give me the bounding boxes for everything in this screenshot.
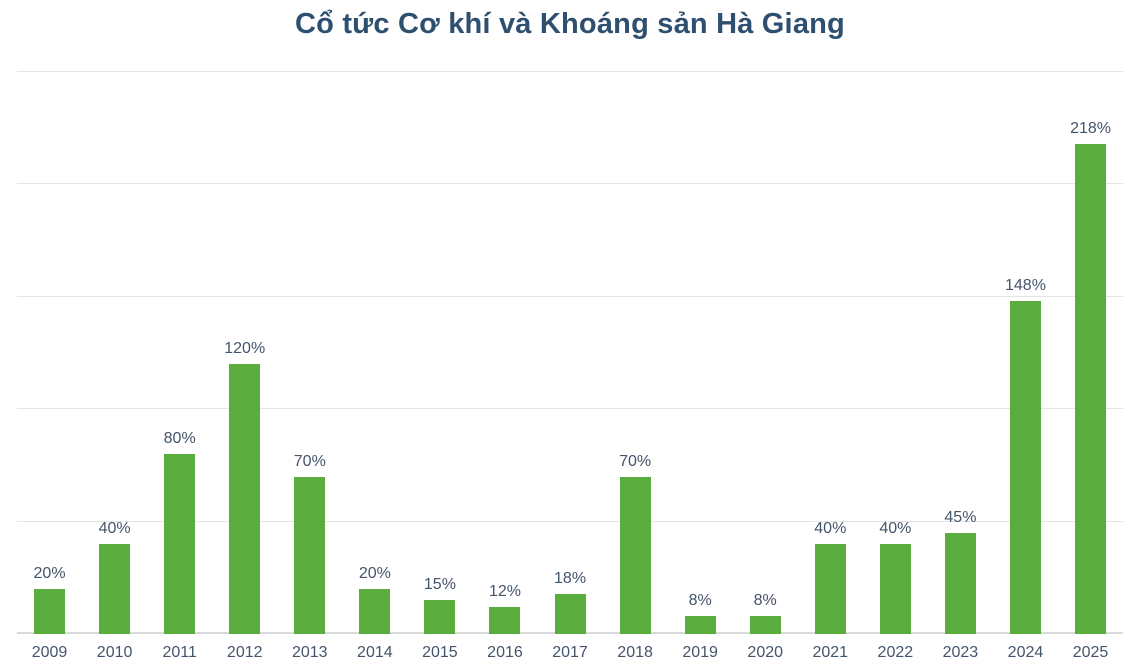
bar-column-2019: 8% xyxy=(668,72,733,634)
bar-2023 xyxy=(944,532,976,634)
value-label-2015: 15% xyxy=(423,576,456,594)
value-label-2023: 45% xyxy=(944,508,977,526)
bar-2010 xyxy=(99,544,131,634)
bar-2019 xyxy=(684,616,716,634)
bar-2020 xyxy=(749,616,781,634)
bar-column-2016: 12% xyxy=(472,72,537,634)
x-tick-label-2016: 2016 xyxy=(487,644,523,661)
x-tick-label-2011: 2011 xyxy=(162,644,197,661)
x-tick-label-2010: 2010 xyxy=(96,644,133,661)
bar-column-2014: 20% xyxy=(342,72,407,634)
bar-2009 xyxy=(34,589,66,634)
plot-area: 20% 40% 80% 120% 70% 20% 15% 12% 18% 70% 8% 8% 40% 40… xyxy=(17,71,1123,634)
value-label-2017: 18% xyxy=(554,569,587,587)
x-tick-label-2025: 2025 xyxy=(1072,644,1109,661)
value-label-2009: 20% xyxy=(33,565,66,583)
x-tick-label-2009: 2009 xyxy=(31,644,68,661)
bar-2012 xyxy=(229,364,261,634)
bar-column-2025: 218% xyxy=(1058,72,1123,634)
value-label-2024: 148% xyxy=(1005,277,1046,295)
bar-2015 xyxy=(424,600,456,634)
bar-2021 xyxy=(814,544,846,634)
bar-column-2015: 15% xyxy=(407,72,472,634)
value-label-2018: 70% xyxy=(619,452,652,470)
value-label-2022: 40% xyxy=(879,520,912,538)
x-tick-label-2024: 2024 xyxy=(1007,644,1044,661)
x-tick-label-2020: 2020 xyxy=(747,644,784,661)
x-tick-label-2022: 2022 xyxy=(877,644,914,661)
gridline xyxy=(17,71,1123,72)
bar-column-2009: 20% xyxy=(17,72,82,634)
x-tick-label-2013: 2013 xyxy=(291,644,328,661)
x-tick-label-2012: 2012 xyxy=(226,644,263,661)
x-tick-label-2017: 2017 xyxy=(552,644,588,661)
value-label-2011: 80% xyxy=(163,430,196,448)
bar-2024 xyxy=(1009,301,1041,634)
value-label-2021: 40% xyxy=(814,520,847,538)
value-label-2019: 8% xyxy=(688,592,712,610)
bar-column-2011: 80% xyxy=(147,72,212,634)
gridline xyxy=(17,295,1123,297)
value-label-2012: 120% xyxy=(224,340,266,358)
bar-column-2018: 70% xyxy=(603,72,668,634)
gridline xyxy=(17,183,1123,185)
value-label-2014: 20% xyxy=(358,565,391,583)
x-tick-label-2021: 2021 xyxy=(812,644,849,661)
value-label-2016: 12% xyxy=(488,583,521,601)
gridline xyxy=(17,520,1123,522)
bar-column-2012: 120% xyxy=(212,72,277,634)
bar-2018 xyxy=(619,476,651,634)
x-tick-label-2018: 2018 xyxy=(617,644,653,661)
value-label-2010: 40% xyxy=(98,520,131,538)
chart-title: Cổ tức Cơ khí và Khoáng sản Hà Giang xyxy=(295,8,845,40)
bar-column-2017: 18% xyxy=(538,72,603,634)
bar-column-2022: 40% xyxy=(863,72,928,634)
bar-2013 xyxy=(294,476,326,634)
x-axis: 2009 2010 2011 2012 2013 2014 2015 2016 2017 2018… xyxy=(17,644,1123,662)
bar-2016 xyxy=(489,607,521,634)
value-label-2013: 70% xyxy=(293,452,326,470)
bar-2014 xyxy=(359,589,391,634)
bar-2022 xyxy=(879,544,911,634)
bar-column-2013: 70% xyxy=(277,72,342,634)
x-tick-label-2015: 2015 xyxy=(422,644,458,661)
bar-2025 xyxy=(1075,143,1107,634)
value-label-2025: 218% xyxy=(1070,119,1111,137)
bar-2017 xyxy=(554,593,586,634)
bar-column-2023: 45% xyxy=(928,72,993,634)
bar-2011 xyxy=(164,454,196,634)
x-tick-label-2019: 2019 xyxy=(682,644,718,661)
x-tick-label-2014: 2014 xyxy=(357,644,393,661)
bar-series: 20% 40% 80% 120% 70% 20% 15% 12% 18% 70% 8% 8% 40% 40… xyxy=(17,72,1123,634)
value-label-2020: 8% xyxy=(753,592,777,610)
x-tick-label-2023: 2023 xyxy=(942,644,979,661)
gridline xyxy=(17,408,1123,410)
bar-column-2021: 40% xyxy=(798,72,863,634)
bar-column-2010: 40% xyxy=(82,72,147,634)
bar-column-2020: 8% xyxy=(733,72,798,634)
bar-column-2024: 148% xyxy=(993,72,1058,634)
